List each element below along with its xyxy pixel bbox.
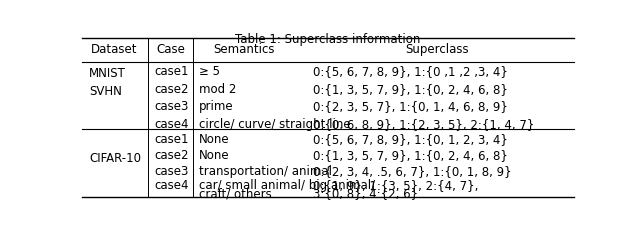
Text: 0:{2, 3, 5, 7}, 1:{0, 1, 4, 6, 8, 9}: 0:{2, 3, 5, 7}, 1:{0, 1, 4, 6, 8, 9}	[312, 100, 508, 113]
Text: 0:{0, 6, 8, 9}, 1:{2, 3, 5}, 2:{1, 4, 7}: 0:{0, 6, 8, 9}, 1:{2, 3, 5}, 2:{1, 4, 7}	[312, 117, 534, 130]
Text: 3:{0, 8}, 4:{2, 6}: 3:{0, 8}, 4:{2, 6}	[312, 186, 418, 199]
Text: 0:{2, 3, 4, .5, 6, 7}, 1:{0, 1, 8, 9}: 0:{2, 3, 4, .5, 6, 7}, 1:{0, 1, 8, 9}	[312, 164, 511, 177]
Text: CIFAR-10: CIFAR-10	[89, 151, 141, 164]
Text: case4: case4	[154, 117, 188, 130]
Text: 0:{1, 3, 5, 7, 9}, 1:{0, 2, 4, 6, 8}: 0:{1, 3, 5, 7, 9}, 1:{0, 2, 4, 6, 8}	[312, 82, 508, 95]
Text: case4: case4	[154, 178, 188, 191]
Text: prime: prime	[198, 100, 233, 113]
Text: craft/ others: craft/ others	[198, 186, 271, 199]
Text: case3: case3	[154, 100, 188, 113]
Text: None: None	[198, 133, 229, 146]
Text: Semantics: Semantics	[213, 43, 275, 56]
Text: mod 2: mod 2	[198, 82, 236, 95]
Text: 0:{1, 9}, 1:{3, 5}, 2:{4, 7},: 0:{1, 9}, 1:{3, 5}, 2:{4, 7},	[312, 178, 478, 191]
Text: Table 1: Superclass information: Table 1: Superclass information	[236, 33, 420, 46]
Text: 0:{5, 6, 7, 8, 9}, 1:{0, 1, 2, 3, 4}: 0:{5, 6, 7, 8, 9}, 1:{0, 1, 2, 3, 4}	[312, 133, 508, 146]
Text: 0:{1, 3, 5, 7, 9}, 1:{0, 2, 4, 6, 8}: 0:{1, 3, 5, 7, 9}, 1:{0, 2, 4, 6, 8}	[312, 148, 508, 161]
Text: Case: Case	[156, 43, 185, 56]
Text: Superclass: Superclass	[405, 43, 469, 56]
Text: 0:{5, 6, 7, 8, 9}, 1:{0 ,1 ,2 ,3, 4}: 0:{5, 6, 7, 8, 9}, 1:{0 ,1 ,2 ,3, 4}	[312, 65, 508, 78]
Text: case1: case1	[154, 133, 188, 146]
Text: case1: case1	[154, 65, 188, 78]
Text: circle/ curve/ straight line: circle/ curve/ straight line	[198, 117, 350, 130]
Text: case3: case3	[154, 164, 188, 177]
Text: ≥ 5: ≥ 5	[198, 65, 220, 78]
Text: MNIST
SVHN: MNIST SVHN	[89, 67, 126, 98]
Text: case2: case2	[154, 148, 188, 161]
Text: case2: case2	[154, 82, 188, 95]
Text: None: None	[198, 148, 229, 161]
Text: Dataset: Dataset	[90, 43, 137, 56]
Text: transportation/ animal: transportation/ animal	[198, 164, 332, 177]
Text: car/ small animal/ big animal/: car/ small animal/ big animal/	[198, 178, 374, 191]
